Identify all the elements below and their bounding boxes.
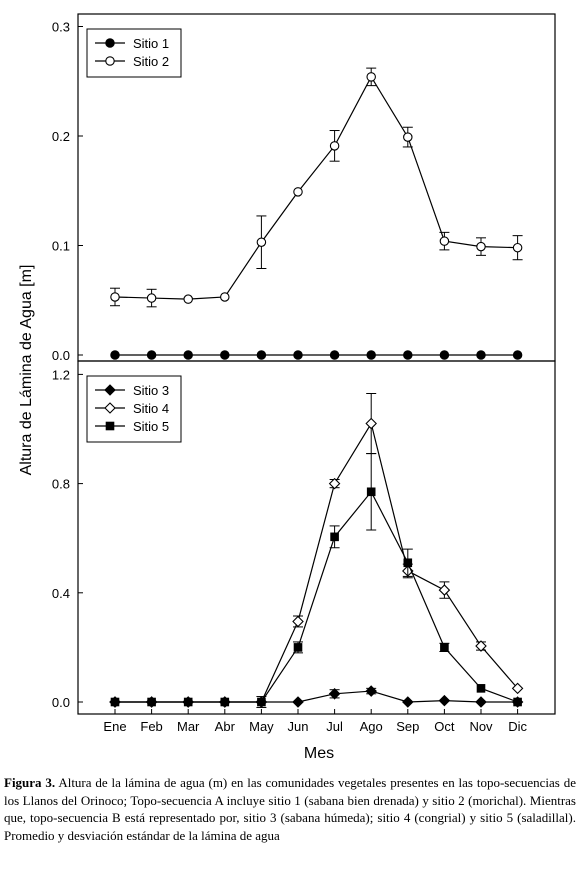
x-tick-label: Oct (434, 719, 455, 734)
data-point (292, 615, 304, 628)
data-point (183, 697, 193, 707)
data-point (438, 584, 451, 596)
top-legend: Sitio 1 Sitio 2 (86, 28, 182, 78)
top-y-tick-label: 0.3 (52, 20, 70, 35)
legend-box (86, 375, 182, 443)
data-point (365, 685, 377, 697)
data-point (366, 350, 376, 360)
series-sitio-3 (109, 685, 524, 708)
data-point (110, 697, 120, 707)
series-sitio-2 (110, 67, 523, 308)
data-point (513, 697, 522, 707)
caption-text: Altura de la lámina de agua (m) en las c… (4, 775, 576, 843)
data-point (146, 293, 157, 303)
top-panel: 0.0 0.1 0.2 0.3 Sitio 1 Sitio 2 (52, 13, 556, 363)
data-point (512, 242, 523, 253)
series-line (115, 421, 519, 703)
data-point (147, 697, 156, 707)
bottom-y-tick-label: 0.0 (52, 695, 70, 710)
data-point (257, 697, 266, 707)
caption-label: Figura 3. (4, 775, 56, 790)
data-point (292, 696, 304, 708)
data-point (402, 696, 414, 708)
data-point (256, 350, 267, 360)
legend-label: Sitio 2 (133, 54, 169, 69)
data-point (293, 643, 303, 652)
series-line (115, 490, 518, 703)
y-axis-label: Altura de Lámina de Agua [m] (18, 265, 35, 476)
bottom-plot-frame (77, 360, 556, 715)
data-point (403, 132, 413, 142)
data-point (293, 350, 303, 360)
data-point (366, 487, 376, 497)
data-point (476, 350, 486, 360)
x-tick-label: Ene (103, 719, 126, 734)
series-sitio-1 (110, 350, 523, 360)
x-tick-label: May (249, 719, 274, 734)
x-tick-label: Jul (326, 719, 343, 734)
data-point (475, 640, 487, 652)
x-tick-label: Mar (177, 719, 200, 734)
data-point (512, 350, 523, 360)
x-tick-label: Jun (288, 719, 309, 734)
bottom-y-tick-label: 0.4 (52, 586, 70, 601)
data-point (329, 141, 340, 151)
data-point (440, 643, 449, 652)
data-point (439, 236, 450, 246)
top-y-tick-label: 0.1 (52, 239, 70, 254)
data-point (220, 350, 230, 360)
data-point (511, 682, 524, 695)
data-point (328, 477, 341, 490)
data-point (365, 417, 377, 430)
top-y-tick-label: 0.2 (52, 129, 70, 144)
data-point (476, 684, 486, 693)
figure: 0.0 0.1 0.2 0.3 Sitio 1 Sitio 2 0.0 0.4 0.8 1.2 E… (18, 13, 556, 762)
data-point (183, 350, 193, 360)
data-point (475, 696, 487, 708)
x-tick-label: Feb (140, 719, 162, 734)
bottom-panel: 0.0 0.4 0.8 1.2 Ene Feb Mar Abr May Jun Jul Ago Sep O… (52, 360, 556, 734)
x-tick-label: Dic (508, 719, 527, 734)
bottom-legend: Sitio 3 Sitio 4 Sitio 5 (86, 375, 182, 443)
series-line (114, 75, 518, 300)
data-point (403, 350, 413, 360)
data-point (183, 294, 193, 304)
data-point (256, 237, 267, 247)
data-point (110, 350, 120, 360)
data-point (438, 694, 451, 707)
data-point (146, 350, 157, 360)
legend-marker (105, 56, 115, 66)
legend-marker (105, 38, 115, 48)
series-line (115, 690, 518, 703)
top-y-tick-label: 0.0 (52, 348, 70, 363)
data-point (220, 292, 230, 302)
bottom-y-tick-label: 0.8 (52, 477, 70, 492)
legend-marker (104, 402, 116, 414)
data-point (293, 187, 303, 197)
bottom-y-tick-label: 1.2 (52, 367, 70, 382)
data-point (439, 350, 450, 360)
data-point (403, 558, 413, 568)
legend-marker (104, 384, 116, 396)
data-point (329, 350, 340, 360)
x-tick-label: Nov (469, 719, 493, 734)
legend-label: Sitio 4 (133, 401, 169, 416)
figure-caption: Figura 3. Altura de la lámina de agua (m… (4, 774, 576, 844)
legend-marker (105, 421, 115, 431)
data-point (330, 532, 339, 542)
x-tick-label: Ago (360, 719, 383, 734)
data-point (110, 292, 120, 302)
x-tick-label: Abr (215, 719, 236, 734)
series-sitio-5 (110, 453, 522, 707)
data-point (366, 72, 376, 82)
data-point (328, 688, 341, 700)
data-point (220, 697, 230, 707)
legend-label: Sitio 5 (133, 419, 169, 434)
x-axis-label: Mes (304, 745, 334, 762)
data-point (476, 241, 486, 252)
legend-label: Sitio 3 (133, 383, 169, 398)
legend-label: Sitio 1 (133, 36, 169, 51)
x-tick-label: Sep (396, 719, 419, 734)
legend-box (86, 28, 182, 78)
